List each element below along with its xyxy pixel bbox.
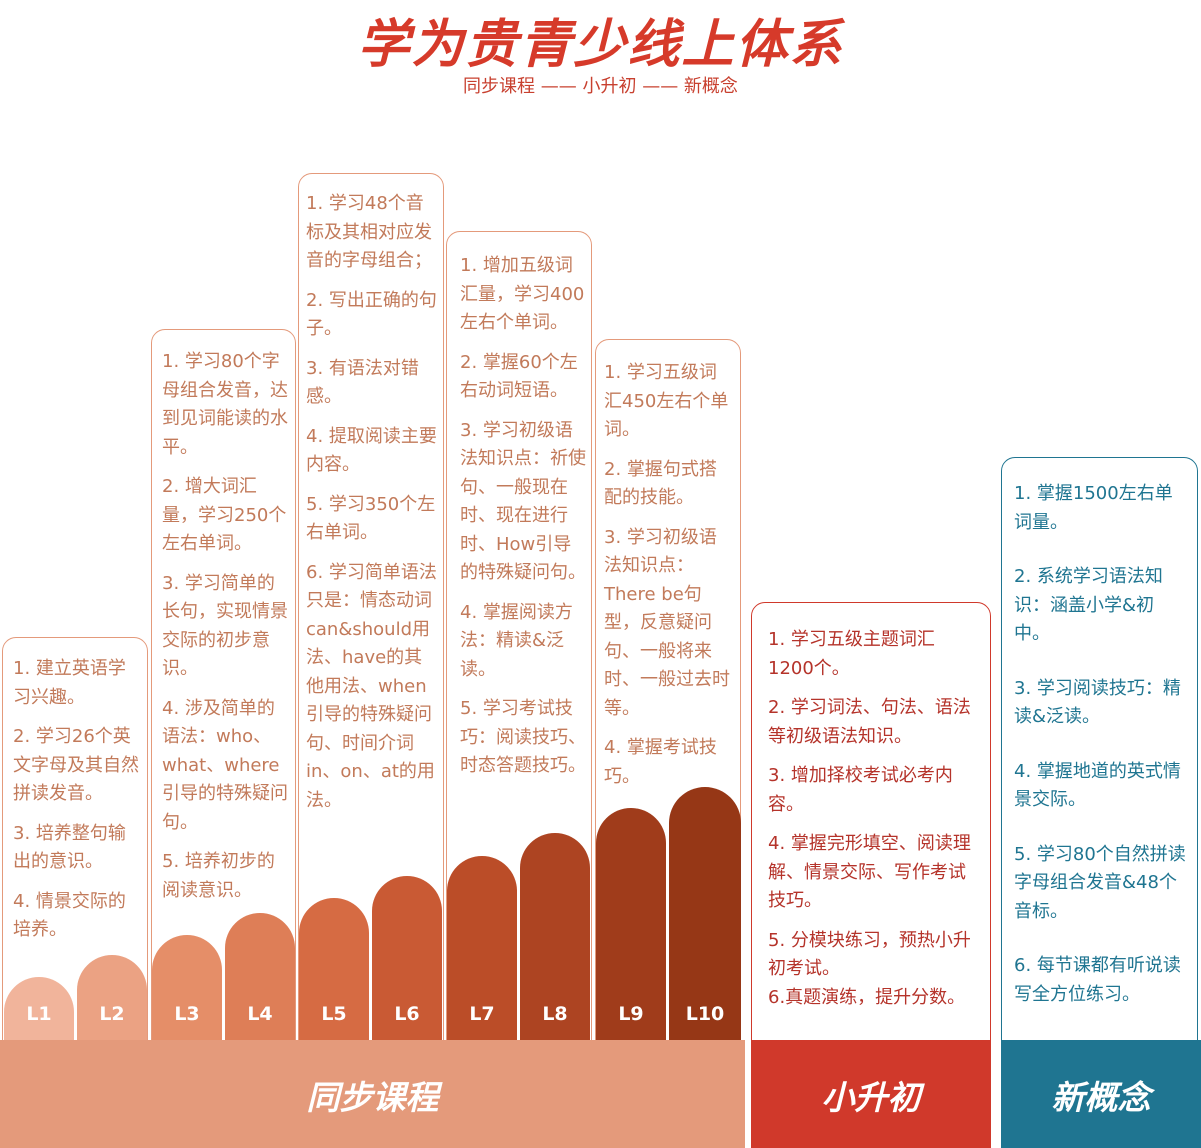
card-l3-l4-item: 4. 涉及简单的语法：who、what、where引导的特殊疑问句。 (162, 697, 288, 833)
card-l9-l10-item: 3. 学习初级语法知识点：There be句型，反意疑问句、一般将来时、一般过去… (604, 526, 730, 719)
level-label-l2: L2 (99, 1003, 125, 1025)
level-dome-l7 (447, 856, 517, 1042)
card-l5-l6-item: 4. 提取阅读主要内容。 (306, 425, 437, 476)
level-label-l3: L3 (174, 1003, 200, 1025)
card-xgn-item: 2. 系统学习语法知识：涵盖小学&初中。 (1014, 566, 1163, 644)
card-l5-l6-item: 2. 写出正确的句子。 (306, 289, 437, 340)
card-l3-l4-item: 5. 培养初步的阅读意识。 (162, 851, 275, 901)
card-l3-l4-text: 1. 学习80个字母组合发音，达到见词能读的水平。 2. 增大词汇量，学习250… (162, 348, 290, 916)
level-dome-l6 (372, 876, 442, 1042)
level-dome-l9 (596, 808, 666, 1042)
card-xingainian (1001, 457, 1198, 1057)
card-l7-l8-item: 2. 掌握60个左右动词短语。 (460, 351, 578, 402)
card-xgn-item: 5. 学习80个自然拼读字母组合发音&48个音标。 (1014, 843, 1186, 922)
card-xsc-item: 4. 掌握完形填空、阅读理解、情景交际、写作考试技巧。 (768, 833, 971, 911)
level-dome-l8 (520, 833, 590, 1042)
level-dome-l5 (299, 898, 369, 1042)
level-label-l1: L1 (26, 1003, 52, 1025)
band-xiaoshengchu-label: 小升初 (821, 1078, 921, 1117)
level-dome-l4 (225, 913, 295, 1042)
card-xgn-item: 4. 掌握地道的英式情景交际。 (1014, 760, 1181, 811)
band-xiaoshengchu (751, 1040, 991, 1148)
card-l5-l6-text: 1. 学习48个音标及其相对应发音的字母组合； 2. 写出正确的句子。 3. 有… (306, 190, 438, 826)
card-l9-l10-item: 2. 掌握句式搭配的技能。 (604, 458, 717, 509)
card-l1-l2-item: 2. 学习26个英文字母及其自然拼读发音。 (13, 726, 139, 804)
card-xiaoshengchu (751, 602, 991, 1057)
card-l5-l6-item: 3. 有语法对错感。 (306, 357, 419, 408)
card-xsc-item: 5. 分模块练习，预热小升初考试。 (768, 929, 971, 980)
card-l7-l8-item: 4. 掌握阅读方法：精读&泛读。 (460, 601, 573, 680)
level-label-l4: L4 (247, 1003, 273, 1025)
level-label-l10: L10 (685, 1003, 725, 1025)
card-l7-l8-item: 1. 增加五级词汇量，学习400左右个单词。 (460, 255, 585, 333)
card-l1-l2-item: 4. 情景交际的培养。 (13, 890, 126, 941)
card-xingainian-text: 1. 掌握1500左右单词量。 2. 系统学习语法知识：涵盖小学&初中。 3. … (1014, 480, 1190, 1020)
card-l1-l2-item: 3. 培养整句输出的意识。 (13, 822, 126, 873)
level-label-l5: L5 (321, 1003, 347, 1025)
band-sync-course (0, 1040, 745, 1148)
card-xgn-item: 1. 掌握1500左右单词量。 (1014, 483, 1173, 533)
card-xsc-item: 1. 学习五级主题词汇1200个。 (768, 629, 935, 679)
card-l7-l8-text: 1. 增加五级词汇量，学习400左右个单词。 2. 掌握60个左右动词短语。 3… (460, 252, 588, 792)
level-label-l9: L9 (618, 1003, 644, 1025)
band-sync-course-label: 同步课程 (306, 1078, 439, 1117)
card-xgn-item: 6. 每节课都有听说读写全方位练习。 (1014, 955, 1181, 1005)
card-l7-l8-item: 5. 学习考试技巧：阅读技巧、时态答题技巧。 (460, 698, 586, 776)
card-l3-l4-item: 3. 学习简单的长句，实现情景交际的初步意识。 (162, 572, 288, 680)
card-l9-l10-item: 1. 学习五级词汇450左右个单词。 (604, 362, 729, 440)
card-l9-l10-text: 1. 学习五级词汇450左右个单词。 2. 掌握句式搭配的技能。 3. 学习初级… (604, 359, 734, 802)
level-dome-l2 (77, 955, 147, 1042)
level-dome-l1 (4, 977, 74, 1042)
band-xingainian-label: 新概念 (1051, 1078, 1151, 1117)
card-xiaoshengchu-text: 1. 学习五级主题词汇1200个。 2. 学习词法、句法、语法等初级语法知识。 … (768, 626, 978, 1023)
band-xingainian (1001, 1040, 1201, 1148)
level-dome-l10 (669, 787, 741, 1042)
card-l1-l2-text: 1. 建立英语学习兴趣。 2. 学习26个英文字母及其自然拼读发音。 3. 培养… (13, 655, 141, 956)
page-subtitle: 同步课程 —— 小升初 —— 新概念 (463, 76, 738, 97)
card-xgn-item: 3. 学习阅读技巧：精读&泛读。 (1014, 677, 1181, 728)
card-xsc-item: 6.真题演练，提升分数。 (768, 986, 966, 1008)
level-label-l8: L8 (542, 1003, 568, 1025)
card-l5-l6-item: 1. 学习48个音标及其相对应发音的字母组合； (306, 193, 432, 271)
card-l5-l6-item: 5. 学习350个左右单词。 (306, 493, 436, 544)
level-dome-l3 (152, 935, 222, 1042)
page-title: 学为贵青少线上体系 (357, 15, 844, 75)
card-l9-l10-item: 4. 掌握考试技巧。 (604, 737, 717, 787)
card-l7-l8-item: 3. 学习初级语法知识点：祈使句、一般现在时、现在进行时、How引导的特殊疑问句… (460, 419, 586, 584)
card-l3-l4-item: 2. 增大词汇量，学习250个左右单词。 (162, 476, 287, 554)
card-xsc-item: 2. 学习词法、句法、语法等初级语法知识。 (768, 697, 971, 747)
card-l1-l2-item: 1. 建立英语学习兴趣。 (13, 658, 126, 708)
level-label-l6: L6 (394, 1003, 420, 1025)
card-l3-l4-item: 1. 学习80个字母组合发音，达到见词能读的水平。 (162, 351, 288, 458)
level-label-l7: L7 (469, 1003, 495, 1025)
card-xsc-item: 3. 增加择校考试必考内容。 (768, 765, 953, 815)
card-l5-l6-item: 6. 学习简单语法只是：情态动词can&should用法、have的其他用法、w… (306, 561, 437, 811)
